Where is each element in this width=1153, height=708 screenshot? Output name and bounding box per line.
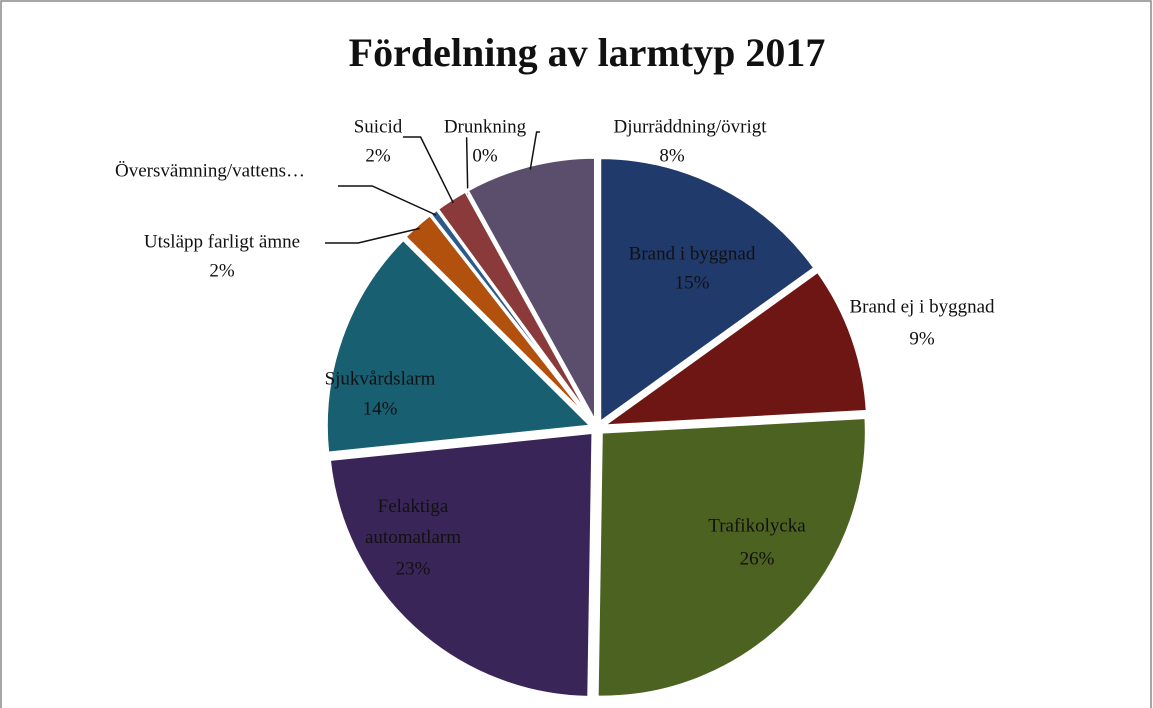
value-label: 15% bbox=[675, 272, 710, 293]
pie-slice bbox=[597, 269, 869, 428]
value-label: 23% bbox=[396, 558, 431, 579]
category-label: Drunkning bbox=[444, 116, 527, 137]
chart-title: Fördelning av larmtyp 2017 bbox=[349, 30, 826, 75]
value-label: 26% bbox=[740, 548, 775, 569]
leader-line bbox=[465, 137, 469, 195]
pie-slice bbox=[598, 156, 817, 426]
category-label: Felaktiga automatlarm bbox=[365, 496, 461, 548]
pie-slice bbox=[595, 415, 868, 699]
value-label: 0% bbox=[472, 145, 498, 166]
leader-line bbox=[403, 136, 454, 204]
value-label: 9% bbox=[909, 328, 935, 349]
category-label: Brand i byggnad bbox=[629, 243, 756, 264]
leader-line bbox=[529, 131, 540, 170]
leader-line bbox=[338, 185, 437, 216]
value-label: 14% bbox=[363, 398, 398, 419]
value-label: 2% bbox=[365, 145, 391, 166]
category-label: Trafikolycka bbox=[708, 515, 806, 536]
category-label: Brand ej i byggnad bbox=[849, 296, 995, 317]
category-label: Utsläpp farligt ämne bbox=[144, 231, 300, 252]
leader-line bbox=[325, 227, 420, 244]
pie-slice bbox=[327, 430, 595, 699]
pie-slice bbox=[324, 237, 595, 455]
pie-slice bbox=[465, 155, 598, 423]
value-label: 2% bbox=[209, 260, 235, 281]
category-label: Sjukvårdslarm bbox=[325, 368, 436, 389]
category-label: Djurräddning/övrigt bbox=[613, 116, 767, 137]
value-label: 8% bbox=[659, 145, 685, 166]
category-label: Suicid bbox=[354, 116, 403, 137]
category-label: Översvämning/vattens… bbox=[115, 160, 305, 181]
